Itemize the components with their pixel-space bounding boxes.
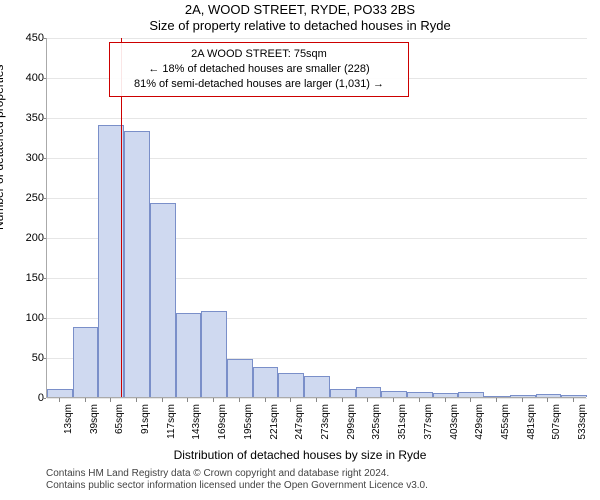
x-tick-mark [496,398,497,402]
y-axis-label: Number of detached properties [0,65,6,230]
y-tick-label: 50 [10,352,44,364]
x-tick-label: 143sqm [191,404,202,444]
histogram-bar [484,396,510,397]
y-tick-mark [42,398,46,399]
x-tick-mark [522,398,523,402]
y-tick-mark [42,38,46,39]
x-tick-label: 481sqm [526,404,537,444]
x-tick-mark [213,398,214,402]
x-tick-label: 195sqm [243,404,254,444]
x-tick-label: 117sqm [166,404,177,444]
y-tick-label: 0 [10,392,44,404]
annotation-box: 2A WOOD STREET: 75sqm← 18% of detached h… [109,42,409,97]
y-tick-label: 200 [10,232,44,244]
chart-container: 2A, WOOD STREET, RYDE, PO33 2BS Size of … [0,0,600,500]
x-tick-label: 39sqm [89,404,100,444]
x-tick-label: 533sqm [577,404,588,444]
x-tick-mark [316,398,317,402]
footer-line: Contains public sector information licen… [46,480,592,492]
x-axis-label: Distribution of detached houses by size … [0,448,600,462]
y-tick-mark [42,318,46,319]
histogram-bar [278,373,304,397]
x-tick-label: 455sqm [500,404,511,444]
histogram-bar [47,389,73,397]
x-tick-mark [85,398,86,402]
annotation-line: ← 18% of detached houses are smaller (22… [118,62,400,77]
histogram-bar [73,327,99,397]
x-tick-label: 325sqm [371,404,382,444]
x-tick-mark [445,398,446,402]
x-tick-label: 299sqm [346,404,357,444]
x-tick-mark [59,398,60,402]
x-tick-label: 169sqm [217,404,228,444]
x-tick-label: 351sqm [397,404,408,444]
histogram-bar [356,387,382,397]
x-tick-mark [547,398,548,402]
y-tick-label: 400 [10,72,44,84]
x-tick-mark [342,398,343,402]
chart-title-line1: 2A, WOOD STREET, RYDE, PO33 2BS [0,2,600,17]
annotation-line: 2A WOOD STREET: 75sqm [118,47,400,62]
x-tick-label: 273sqm [320,404,331,444]
histogram-bar [124,131,150,397]
footer-line: Contains HM Land Registry data © Crown c… [46,468,592,480]
x-tick-mark [187,398,188,402]
x-tick-label: 221sqm [269,404,280,444]
plot-area: 2A WOOD STREET: 75sqm← 18% of detached h… [46,38,586,398]
x-tick-label: 377sqm [423,404,434,444]
x-tick-label: 65sqm [114,404,125,444]
histogram-bar [561,395,587,397]
gridline-h [47,38,587,39]
x-tick-mark [573,398,574,402]
y-tick-label: 450 [10,32,44,44]
histogram-bar [150,203,176,397]
x-tick-mark [367,398,368,402]
y-tick-mark [42,158,46,159]
y-tick-label: 300 [10,152,44,164]
chart-title-line2: Size of property relative to detached ho… [0,18,600,33]
histogram-bar [253,367,279,397]
y-tick-mark [42,198,46,199]
y-tick-label: 350 [10,112,44,124]
histogram-bar [227,359,253,397]
annotation-line: 81% of semi-detached houses are larger (… [118,77,400,92]
histogram-bar [536,394,562,397]
y-tick-label: 250 [10,192,44,204]
x-tick-mark [470,398,471,402]
histogram-bar [201,311,227,397]
y-tick-mark [42,78,46,79]
x-tick-label: 507sqm [551,404,562,444]
histogram-bar [176,313,202,397]
histogram-bar [304,376,330,397]
x-tick-label: 91sqm [140,404,151,444]
y-tick-label: 150 [10,272,44,284]
histogram-bar [330,389,356,397]
y-tick-mark [42,238,46,239]
x-tick-mark [239,398,240,402]
x-tick-label: 247sqm [294,404,305,444]
x-tick-mark [136,398,137,402]
y-tick-mark [42,358,46,359]
x-tick-mark [110,398,111,402]
histogram-bar [458,392,484,397]
y-tick-mark [42,278,46,279]
x-tick-mark [393,398,394,402]
y-tick-label: 100 [10,312,44,324]
gridline-h [47,398,587,399]
x-tick-mark [419,398,420,402]
y-tick-mark [42,118,46,119]
histogram-bar [433,393,459,397]
gridline-h [47,118,587,119]
x-tick-label: 13sqm [63,404,74,444]
histogram-bar [381,391,407,397]
x-tick-mark [265,398,266,402]
x-tick-mark [290,398,291,402]
x-tick-mark [162,398,163,402]
histogram-bar [510,395,536,397]
x-tick-label: 403sqm [449,404,460,444]
x-tick-label: 429sqm [474,404,485,444]
histogram-bar [407,392,433,397]
footer-attribution: Contains HM Land Registry data © Crown c… [46,468,592,492]
